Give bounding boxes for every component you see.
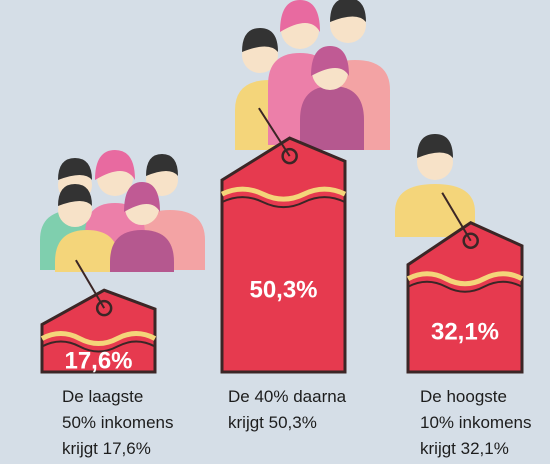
people-group: [40, 150, 205, 272]
caption: De hoogste 10% inkomens krijgt 32,1%: [420, 384, 532, 462]
caption: De laagste 50% inkomens krijgt 17,6%: [62, 384, 174, 462]
value-label: 17,6%: [64, 347, 132, 374]
people-group: [395, 134, 475, 237]
bar: [222, 138, 345, 372]
people-group: [235, 0, 390, 150]
infographic: 17,6% 50,3% 32,1% De laagste 50% inkomens …: [0, 0, 550, 464]
caption: De 40% daarna krijgt 50,3%: [228, 384, 363, 436]
value-label: 32,1%: [431, 319, 499, 346]
value-label: 50,3%: [249, 276, 317, 303]
